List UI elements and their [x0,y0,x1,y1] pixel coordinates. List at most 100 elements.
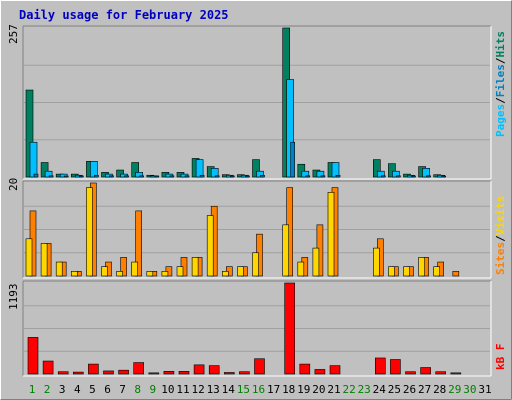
legend-sep-3: / [494,235,507,242]
x-label-day-15: 15 [237,383,250,396]
bar-kb-f-day-20 [314,369,326,375]
bar-files-day-27 [422,168,430,178]
x-label-day-12: 12 [191,383,204,396]
legend-visits: Visits [494,196,507,236]
bar-pages-day-15 [245,175,250,178]
bar-kb-f-day-8 [133,362,144,375]
x-label-day-3: 3 [59,383,66,396]
bar-pages-day-10 [169,175,175,178]
x-label-day-18: 18 [282,383,295,396]
hits-files-pages-panel [22,25,492,180]
x-label-day-26: 26 [403,383,416,396]
x-label-day-19: 19 [297,383,310,396]
bar-kb-f-day-29 [450,372,462,375]
bar-sites-day-4 [71,271,78,277]
x-label-day-21: 21 [327,383,340,396]
bar-sites-day-12 [191,257,199,277]
bar-kb-f-day-3 [57,371,69,375]
bar-sites-day-5 [86,187,93,277]
bar-kb-f-day-12 [193,364,205,375]
legend-hits: Hits [494,31,507,58]
legend-sep-1: / [494,97,507,104]
legend-sep-2: / [494,57,507,64]
bar-hits-day-7 [116,169,124,178]
bar-sites-day-3 [55,261,63,277]
x-label-day-24: 24 [373,383,387,396]
bar-pages-day-24 [380,175,386,178]
bar-pages-day-13 [214,175,220,178]
legend-sites: Sites [494,242,507,275]
bar-kb-f-day-13 [208,365,220,375]
x-label-day-22: 22 [342,383,355,396]
bar-kb-f-day-14 [224,372,235,375]
bar-files-day-12 [195,159,204,178]
bar-kb-f-day-18 [284,282,296,375]
bar-files-day-21 [331,162,340,178]
visits-sites-panel [22,180,492,279]
bar-sites-day-28 [433,266,441,277]
bar-kb-f-day-15 [239,371,250,375]
bar-kb-f-day-28 [435,371,447,375]
x-label-day-5: 5 [89,383,96,396]
x-label-day-27: 27 [418,383,431,396]
x-label-day-16: 16 [252,383,265,396]
chart-title: Daily usage for February 2025 [19,8,229,22]
bar-hits-day-24 [372,159,381,178]
bar-pages-day-5 [94,174,99,178]
x-label-day-31: 31 [478,383,491,396]
bar-pages-day-12 [199,174,205,178]
bar-hits-day-25 [388,163,396,178]
bar-visits-day-29 [452,271,460,277]
x-axis-labels: 1 2 3 4 5 6 7 8 9 10 11 12 13 14 15 16 17 18 19 20 21 22 23 24 2… [29,383,492,396]
kbf-panel [22,280,492,377]
bar-pages-day-7 [124,175,129,178]
x-label-day-7: 7 [119,383,126,396]
bar-files-day-16 [256,170,264,178]
bar-kb-f-day-5 [88,363,99,375]
bar-sites-day-26 [403,266,410,277]
x-label-day-20: 20 [312,383,325,396]
bar-sites-day-10 [161,271,169,277]
bar-kb-f-day-24 [374,357,386,375]
svg-text:Sites/Visits: Sites/Visits [494,196,507,276]
bar-sites-day-8 [131,261,138,277]
svg-text:Pages/Files/Hits: Pages/Files/Hits [494,31,507,137]
bar-files-day-8 [135,172,143,178]
bar-files-day-2 [44,170,53,178]
ymax-label-visits: 20 [7,178,20,191]
bar-pages-day-1 [33,173,39,178]
bar-hits-day-16 [252,159,260,178]
bar-kb-f-day-10 [163,371,175,375]
bar-kb-f-day-19 [299,363,311,375]
x-label-day-1: 1 [29,383,36,396]
bar-pages-day-26 [411,175,416,178]
bar-kb-f-day-25 [390,359,401,375]
x-label-day-2: 2 [44,383,51,396]
bar-pages-day-9 [154,175,160,178]
x-label-day-8: 8 [134,383,141,396]
bar-pages-day-18 [290,141,296,178]
bar-sites-day-15 [237,266,244,277]
x-label-day-4: 4 [74,383,81,396]
bar-pages-day-21 [335,174,341,178]
bar-sites-day-7 [116,271,123,277]
bar-files-day-18 [286,79,295,178]
bar-sites-day-1 [25,238,33,277]
bar-kb-f-day-7 [118,369,129,375]
bar-kb-f-day-6 [103,370,114,375]
x-label-day-9: 9 [149,383,156,396]
bar-pages-day-25 [396,175,401,178]
bar-sites-day-9 [146,271,154,277]
bar-sites-day-21 [327,192,335,277]
bar-pages-day-28 [441,175,447,178]
x-label-day-23: 23 [358,383,371,396]
bar-sites-day-20 [312,247,320,277]
bar-hits-day-19 [297,163,306,178]
bar-files-day-1 [29,141,38,178]
bar-kb-f-day-4 [73,371,84,375]
ymax-label-kbf: 1193 [7,284,20,311]
x-label-day-28: 28 [433,383,446,396]
bar-sites-day-11 [176,266,184,277]
bar-pages-day-19 [305,175,311,178]
